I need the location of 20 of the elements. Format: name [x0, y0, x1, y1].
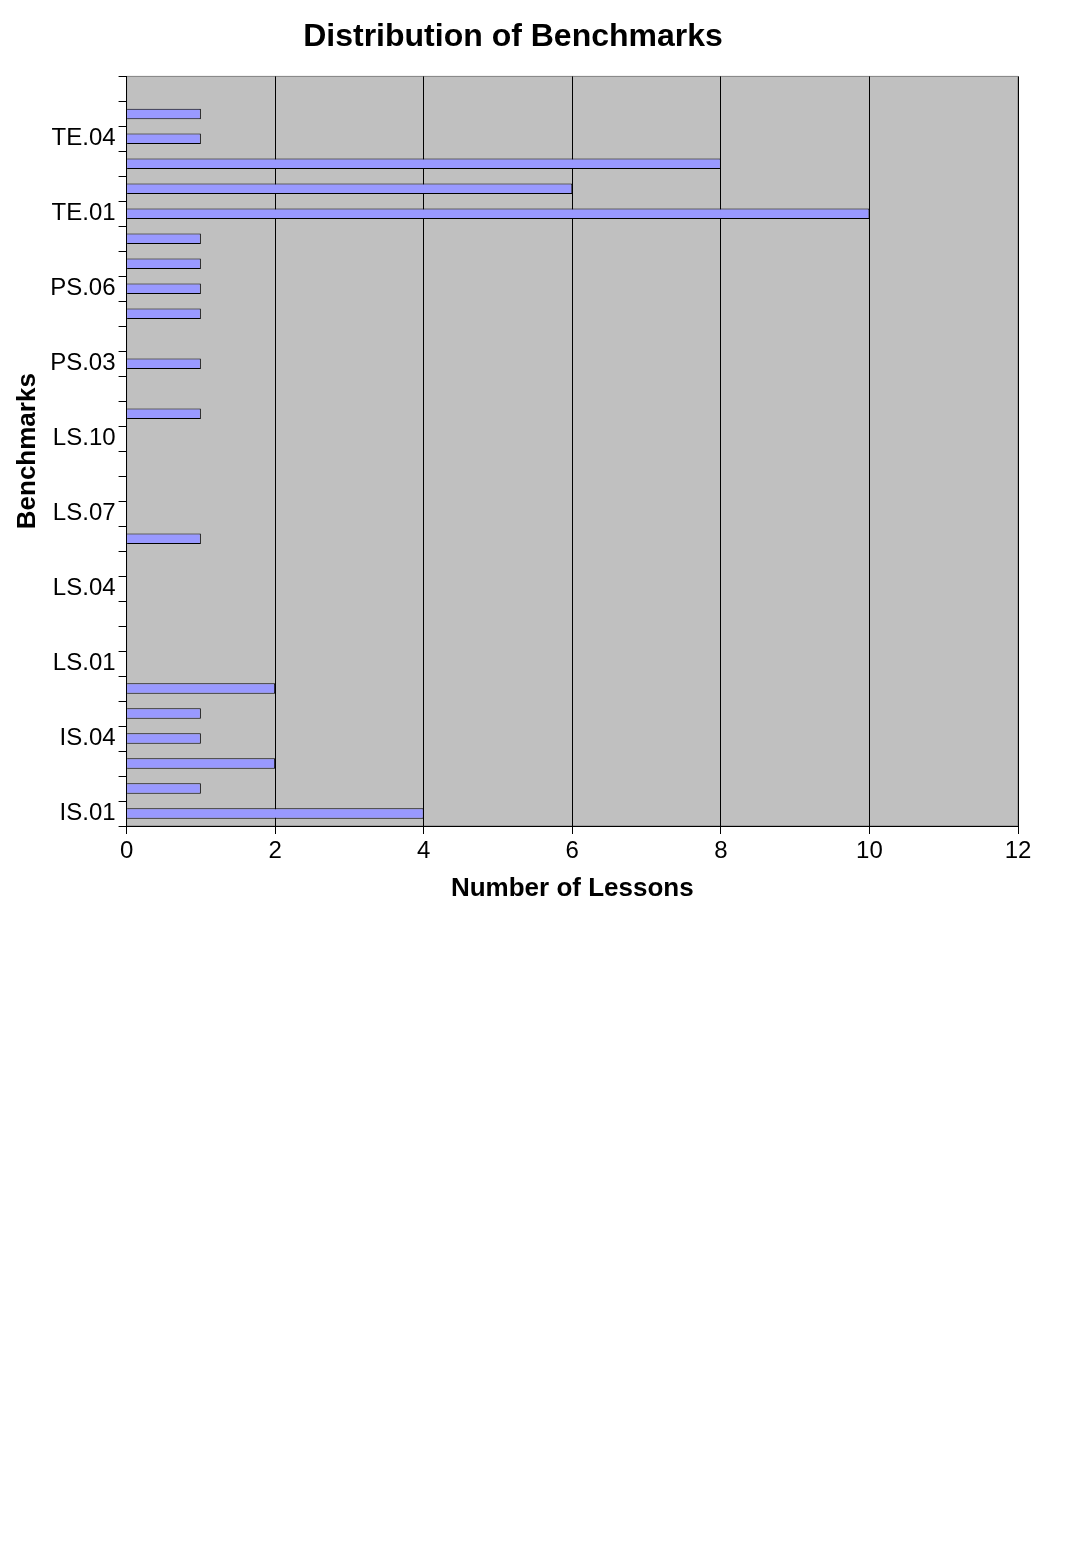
- x-axis-title: Number of Lessons: [450, 871, 694, 902]
- y-tick-label: TE.01: [51, 198, 116, 226]
- y-axis-title: Benchmarks: [10, 373, 41, 530]
- x-tick-label: 10: [856, 836, 883, 864]
- x-tick-label: 6: [565, 836, 579, 864]
- x-tick-label: 0: [119, 836, 134, 864]
- y-tick-label: LS.10: [52, 423, 116, 451]
- y-tick-label: TE.04: [51, 123, 116, 151]
- y-tick-label: LS.01: [52, 648, 116, 676]
- x-tick-label: 4: [417, 836, 431, 864]
- y-tick-label: LS.04: [52, 573, 116, 601]
- x-tick-label: 2: [268, 836, 282, 864]
- x-tick-label: 12: [1004, 836, 1032, 864]
- y-tick-label: IS.04: [59, 723, 116, 751]
- y-tick-label: IS.01: [59, 798, 116, 826]
- y-tick-label: PS.06: [50, 273, 116, 301]
- y-tick-label: LS.07: [52, 498, 116, 526]
- chart-title: Distribution of Benchmarks: [303, 17, 723, 54]
- y-tick-label: PS.03: [50, 348, 116, 376]
- x-tick-label: 8: [714, 836, 728, 864]
